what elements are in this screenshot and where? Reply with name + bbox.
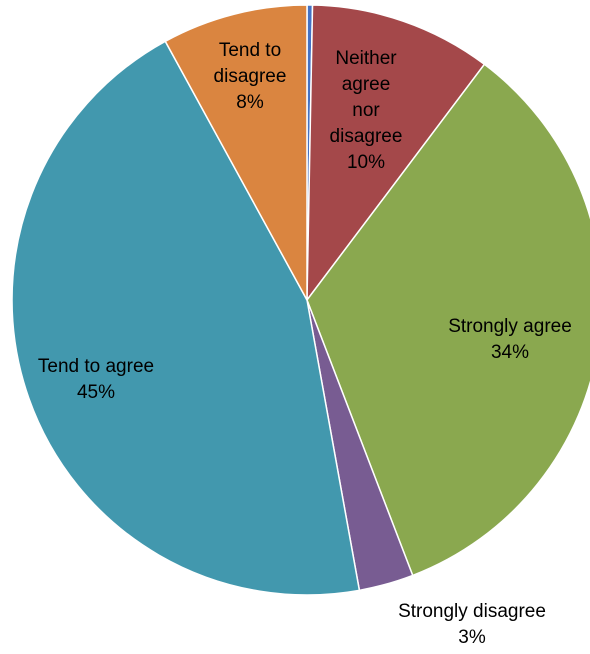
- pie-slice-tend-to-agree: [11, 40, 361, 596]
- slice-label-strongly-disagree: Strongly disagree 3%: [398, 601, 546, 648]
- slice-label-line: disagree: [214, 66, 287, 87]
- slice-percent: 3%: [458, 627, 486, 648]
- pie-slice-tend-to-disagree: [164, 4, 308, 301]
- slice-label-line: Tend to: [219, 40, 281, 61]
- slice-percent: 34%: [491, 342, 529, 363]
- slice-label-neither-agree-nor-disagree: Neither agree nor disagree 10%: [330, 48, 403, 173]
- slice-label-strongly-agree: Strongly agree 34%: [448, 316, 572, 363]
- slice-percent: 45%: [77, 382, 115, 403]
- slice-labels: Neither agree nor disagree 10% Strongly agree…: [38, 40, 572, 648]
- pie-slices: [11, 4, 590, 596]
- slice-label-line: Strongly agree: [448, 316, 572, 337]
- pie-slice-neither-agree-nor-disagree: [306, 4, 486, 303]
- slice-label-line: Strongly disagree: [398, 601, 546, 622]
- slice-label-line: Tend to agree: [38, 356, 154, 377]
- slice-percent: 10%: [347, 152, 385, 173]
- slice-label-line: nor: [352, 100, 380, 121]
- slice-percent: 8%: [236, 92, 264, 113]
- slice-label-tend-to-disagree: Tend to disagree 8%: [214, 40, 287, 113]
- slice-label-line: disagree: [330, 126, 403, 147]
- slice-label-line: agree: [342, 74, 391, 95]
- slice-label-line: Neither: [335, 48, 397, 69]
- pie-slice-strongly-agree: [306, 63, 590, 577]
- slice-label-tend-to-agree: Tend to agree 45%: [38, 356, 154, 403]
